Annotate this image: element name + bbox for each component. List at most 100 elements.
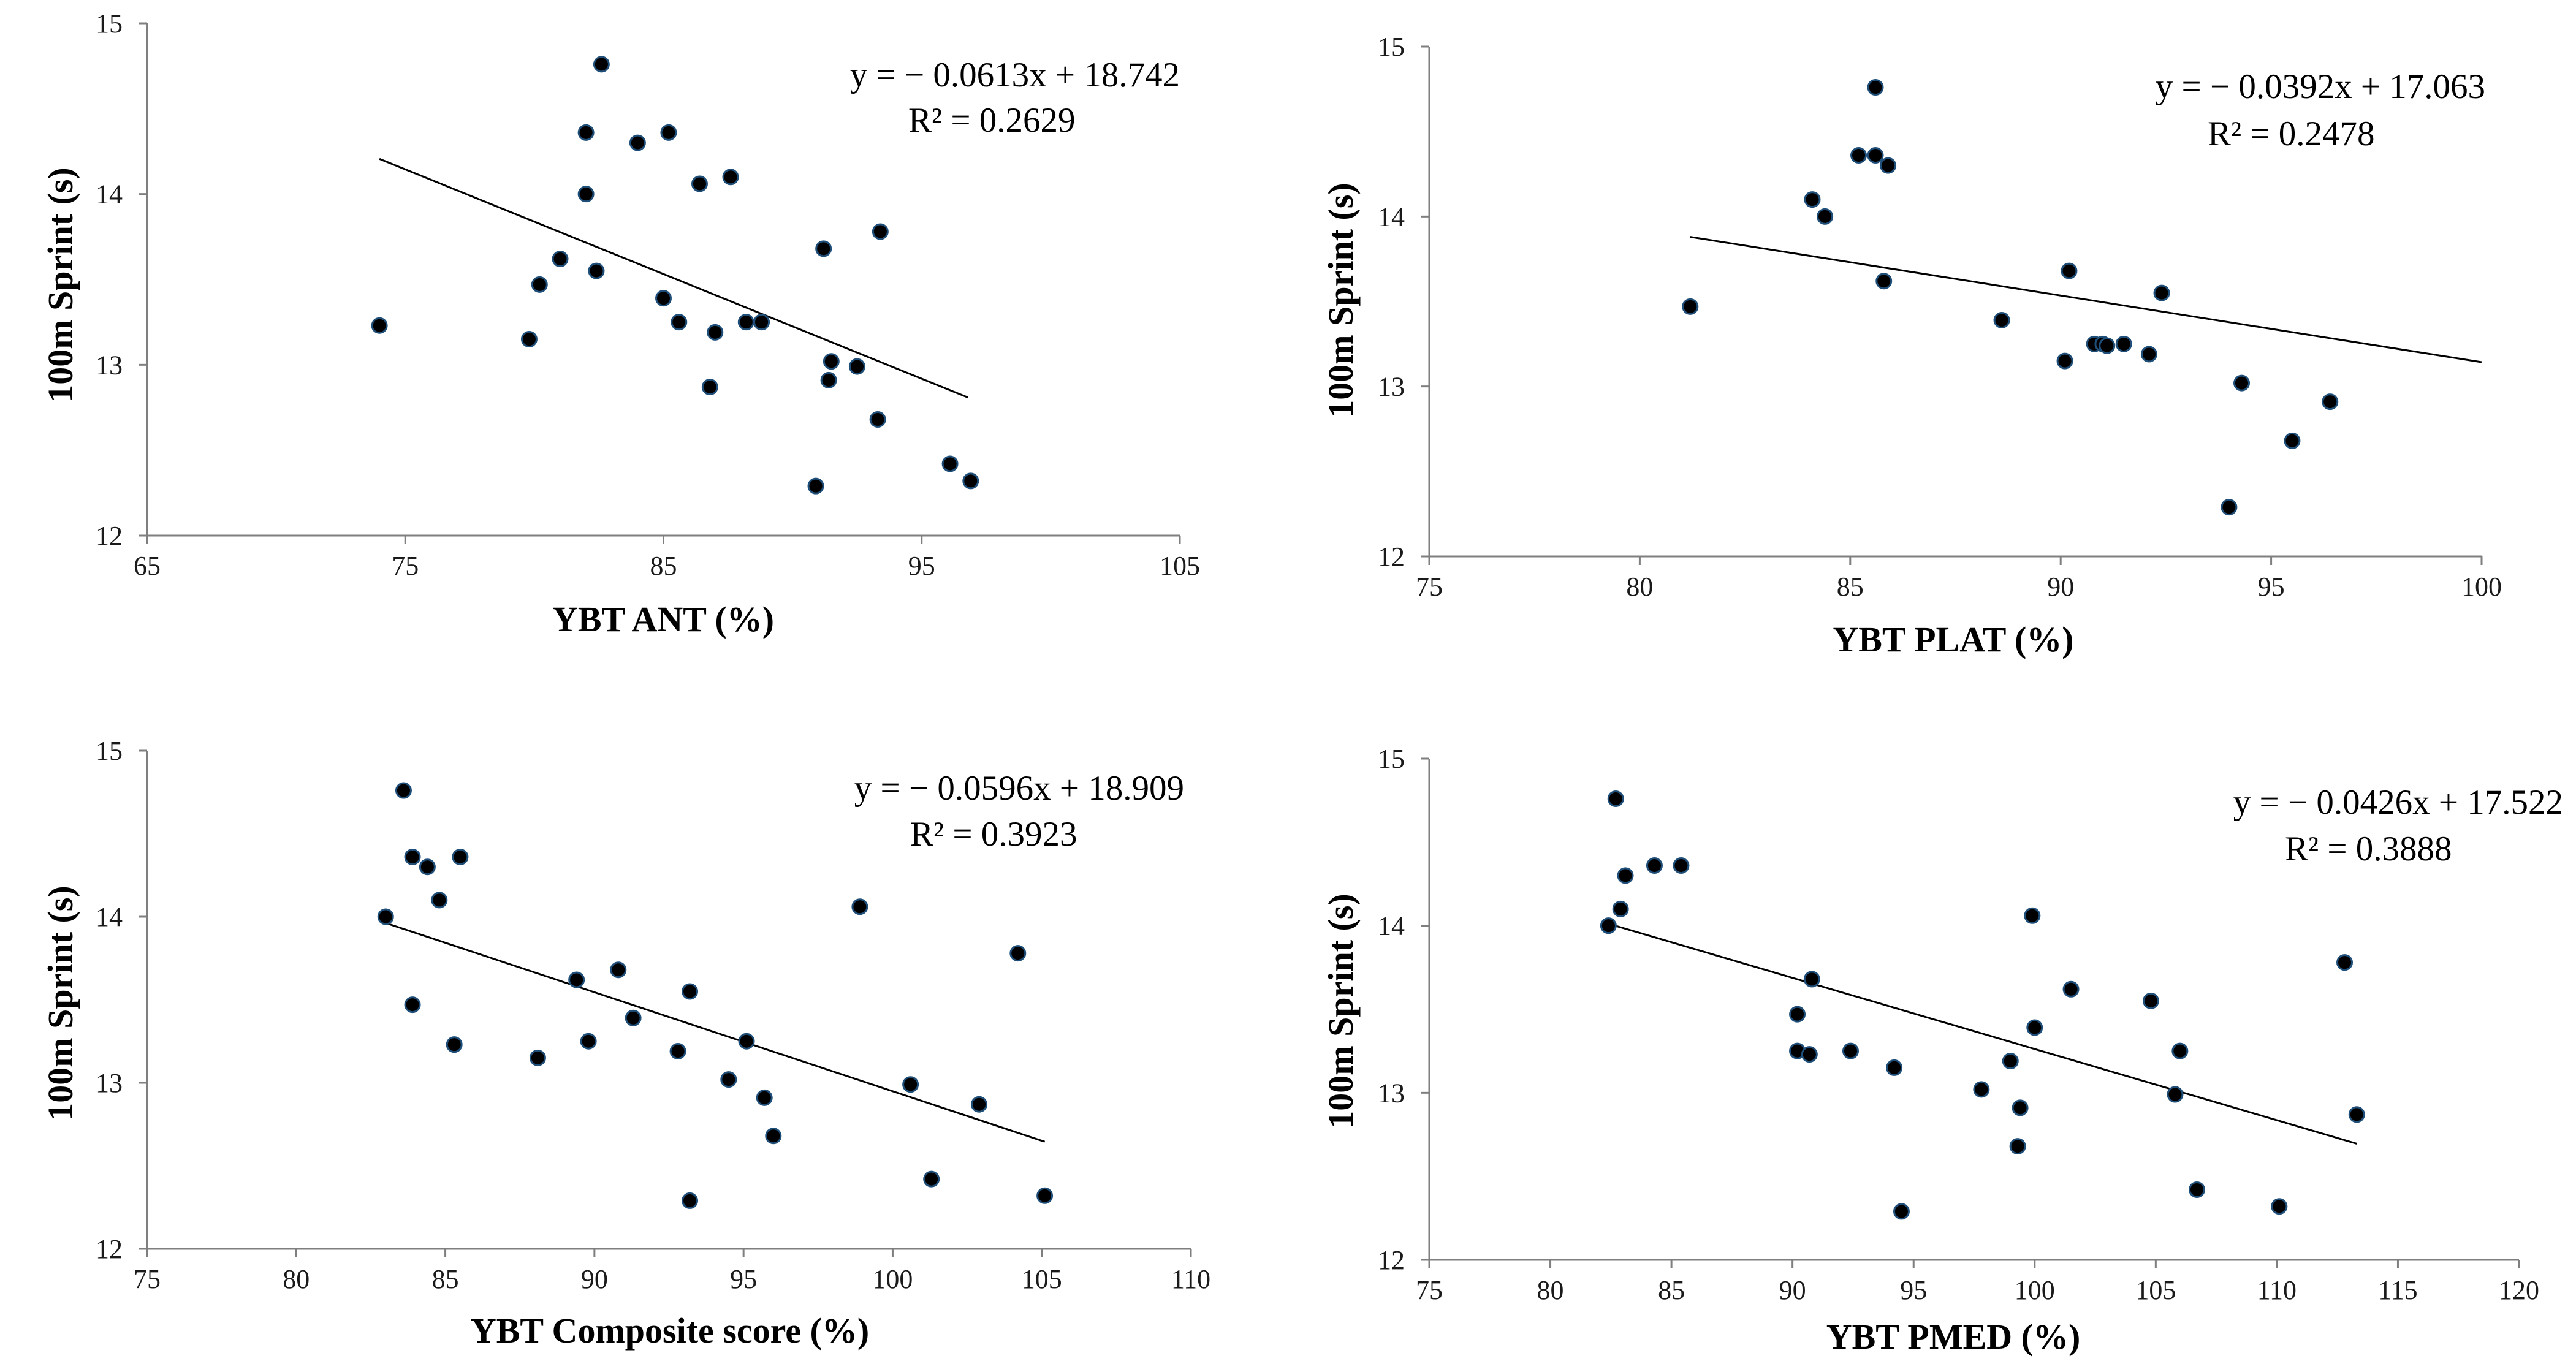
y-tick-label: 14: [96, 902, 123, 932]
data-point: [568, 971, 585, 988]
data-point: [737, 314, 754, 331]
regression-line: [379, 157, 969, 399]
chart-panel-ant: 100m Sprint (s) YBT ANT (%) y = − 0.0613…: [40, 9, 1200, 639]
x-tick-labels: 75 80 85 90 95 100: [1416, 572, 2502, 602]
data-point: [520, 331, 538, 348]
y-tick-label: 12: [96, 521, 123, 551]
data-point: [660, 124, 677, 141]
data-points: [1682, 79, 2339, 516]
r-squared-label: R² = 0.2629: [908, 101, 1076, 140]
regression-line: [385, 922, 1046, 1143]
data-point: [2099, 337, 2116, 354]
x-axis-title: YBT PLAT (%): [1833, 620, 2073, 659]
x-tick-label: 115: [2378, 1275, 2417, 1305]
data-point: [2061, 262, 2078, 279]
data-point: [2167, 1086, 2184, 1103]
data-point: [2221, 499, 2238, 516]
data-point: [625, 1009, 642, 1026]
data-point: [2024, 907, 2041, 924]
trendline: [1690, 236, 2482, 363]
data-point: [848, 358, 865, 375]
data-point: [1842, 1042, 1859, 1059]
data-point: [610, 961, 627, 979]
regression-equation: y = − 0.0596x + 18.909: [854, 769, 1184, 808]
data-point: [371, 317, 388, 334]
data-point: [1867, 146, 1884, 164]
y-axis-title: 100m Sprint (s): [40, 167, 80, 402]
data-point: [593, 56, 610, 73]
x-tick-label: 120: [2499, 1275, 2539, 1305]
trendline: [385, 922, 1046, 1143]
data-point: [2153, 284, 2170, 301]
y-tick-label: 12: [1378, 1245, 1405, 1275]
regression-equation: y = − 0.0426x + 17.522: [2233, 783, 2563, 822]
y-tick-label: 14: [96, 180, 123, 210]
data-point: [1993, 312, 2010, 329]
x-tick-label: 85: [650, 551, 677, 581]
y-tick-label: 13: [1378, 1078, 1405, 1108]
x-tick-label: 85: [1837, 572, 1864, 602]
r-squared-label: R² = 0.3888: [2285, 830, 2452, 868]
data-point: [1789, 1006, 1806, 1023]
data-point: [2336, 954, 2354, 971]
data-point: [2056, 352, 2073, 370]
data-point: [2012, 1099, 2029, 1116]
data-points: [371, 56, 979, 495]
data-point: [1617, 867, 1634, 884]
data-point: [2271, 1198, 2288, 1215]
trendline: [379, 157, 969, 399]
data-point: [682, 1192, 699, 1209]
data-point: [2115, 335, 2132, 352]
data-point: [682, 983, 699, 1000]
data-point: [962, 472, 979, 490]
axes: [1421, 757, 2520, 1268]
x-tick-labels: 75 80 85 90 95 100 105 110: [134, 1264, 1210, 1294]
data-point: [2009, 1138, 2026, 1155]
data-point: [2348, 1106, 2365, 1123]
data-point: [629, 134, 646, 151]
data-points: [377, 782, 1054, 1209]
data-point: [1893, 1203, 1910, 1220]
x-tick-label: 75: [1416, 1275, 1443, 1305]
data-point: [2189, 1181, 2206, 1198]
data-point: [2171, 1042, 2189, 1059]
y-tick-label: 12: [1378, 542, 1405, 572]
data-point: [580, 1033, 597, 1050]
data-point: [1817, 208, 1834, 225]
data-point: [1875, 273, 1893, 290]
data-point: [720, 1071, 737, 1088]
chart-panel-plat: 100m Sprint (s) YBT PLAT (%) y = − 0.039…: [1321, 32, 2502, 659]
x-tick-label: 80: [1537, 1275, 1564, 1305]
data-point: [671, 314, 688, 331]
x-tick-labels: 65 75 85 95 105: [134, 551, 1200, 581]
x-tick-label: 75: [134, 1264, 161, 1294]
data-point: [2322, 393, 2339, 411]
axes: [139, 22, 1181, 544]
y-axis-title: 100m Sprint (s): [1321, 183, 1361, 417]
x-tick-label: 105: [1022, 1264, 1062, 1294]
data-point: [588, 262, 605, 279]
x-tick-label: 75: [1416, 572, 1443, 602]
regression-line: [1690, 236, 2482, 363]
data-point: [872, 223, 889, 240]
data-point: [765, 1128, 782, 1145]
data-point: [1612, 900, 1629, 917]
data-point: [552, 251, 569, 268]
x-tick-label: 80: [283, 1264, 310, 1294]
data-point: [529, 1049, 546, 1066]
data-point: [851, 898, 868, 915]
x-tick-label: 105: [2135, 1275, 2176, 1305]
regression-line: [1608, 923, 2357, 1145]
axes: [139, 749, 1192, 1257]
x-tick-label: 95: [730, 1264, 757, 1294]
x-tick-label: 90: [1779, 1275, 1806, 1305]
y-tick-label: 12: [96, 1234, 123, 1264]
data-point: [2062, 980, 2080, 998]
data-point: [577, 124, 595, 141]
data-point: [2142, 992, 2159, 1009]
regression-equation: y = − 0.0613x + 18.742: [850, 56, 1180, 94]
y-tick-label: 15: [1378, 32, 1405, 62]
y-tick-label: 15: [96, 9, 123, 39]
